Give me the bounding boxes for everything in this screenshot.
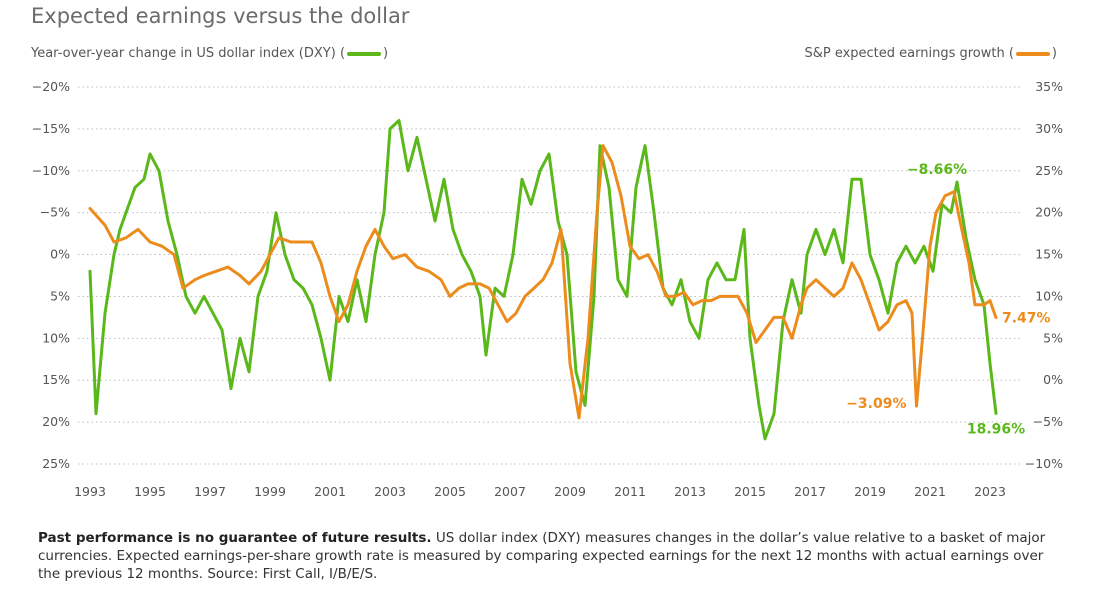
right-axis-title-close: ) <box>1051 46 1057 61</box>
left-tick-label: 0% <box>50 247 70 262</box>
x-tick-label: 2013 <box>674 484 706 499</box>
value-annotation: 18.96% <box>967 421 1025 437</box>
right-tick-label: 5% <box>1043 330 1063 345</box>
x-tick-label: 2023 <box>974 484 1006 499</box>
left-axis-title-text: Year-over-year change in US dollar index… <box>31 46 346 61</box>
x-tick-label: 1999 <box>254 484 286 499</box>
earnings-series-line <box>88 144 998 420</box>
x-tick-label: 2005 <box>434 484 466 499</box>
chart-title: Expected earnings versus the dollar <box>31 4 410 28</box>
right-tick-label: 0% <box>1043 372 1063 387</box>
right-tick-label: −10% <box>1025 456 1063 471</box>
dxy-legend-swatch <box>347 51 382 56</box>
dxy-series-line <box>88 119 998 441</box>
left-tick-label: −10% <box>32 163 70 178</box>
x-tick-label: 2007 <box>494 484 526 499</box>
value-annotation: 7.47% <box>1002 311 1051 327</box>
x-tick-label: 2003 <box>374 484 406 499</box>
left-tick-label: 25% <box>42 456 70 471</box>
x-tick-label: 2001 <box>314 484 346 499</box>
value-annotation: −8.66% <box>907 162 967 178</box>
x-tick-label: 2015 <box>734 484 766 499</box>
x-tick-label: 2011 <box>614 484 646 499</box>
left-tick-label: 5% <box>50 288 70 303</box>
left-tick-label: −5% <box>40 205 70 220</box>
right-tick-label: 15% <box>1035 247 1063 262</box>
right-tick-label: 10% <box>1035 288 1063 303</box>
left-tick-label: −15% <box>32 121 70 136</box>
x-tick-label: 1997 <box>194 484 226 499</box>
left-axis-title-close: ) <box>383 46 389 61</box>
right-tick-label: 35% <box>1035 79 1063 94</box>
right-axis-title: S&P expected earnings growth () <box>804 46 1057 61</box>
x-tick-label: 2019 <box>854 484 886 499</box>
earnings-legend-swatch <box>1015 51 1050 56</box>
right-tick-label: 20% <box>1035 205 1063 220</box>
footnote-disclaimer: Past performance is no guarantee of futu… <box>38 530 432 546</box>
left-axis-title: Year-over-year change in US dollar index… <box>31 46 388 61</box>
footnote: Past performance is no guarantee of futu… <box>38 529 1068 583</box>
x-tick-label: 2017 <box>794 484 826 499</box>
right-axis-title-text: S&P expected earnings growth ( <box>804 46 1014 61</box>
chart-area: −20% −15% −10% −5% 0% 5% 10% 15% 20% 25% 35% 30% 25%… <box>32 79 1063 499</box>
x-tick-label: 1993 <box>74 484 106 499</box>
x-tick-label: 1995 <box>134 484 166 499</box>
left-tick-label: −20% <box>32 79 70 94</box>
right-tick-label: 25% <box>1035 163 1063 178</box>
left-tick-label: 10% <box>42 330 70 345</box>
left-tick-label: 15% <box>42 372 70 387</box>
left-tick-label: 20% <box>42 414 70 429</box>
x-tick-label: 2021 <box>914 484 946 499</box>
x-tick-label: 2009 <box>554 484 586 499</box>
value-annotation: −3.09% <box>846 396 906 412</box>
footnote-text: US dollar index (DXY) measures changes i… <box>38 530 1046 582</box>
right-tick-label: −5% <box>1033 414 1063 429</box>
right-tick-label: 30% <box>1035 121 1063 136</box>
